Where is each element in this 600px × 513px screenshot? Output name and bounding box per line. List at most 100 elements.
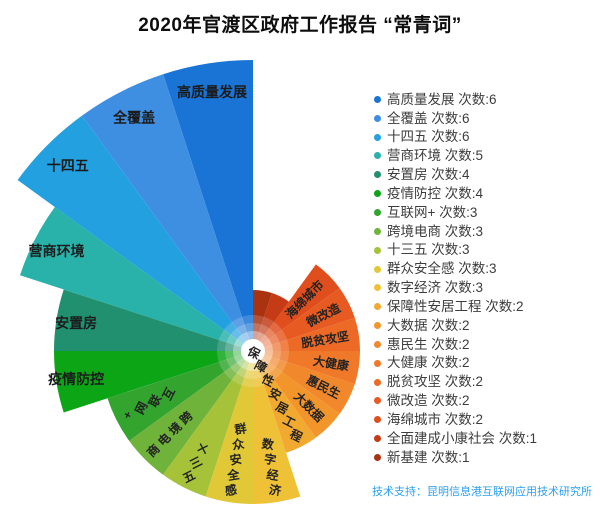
legend-item[interactable]: 大数据 次数:2	[374, 316, 594, 335]
legend-label: 疫情防控 次数:4	[387, 185, 484, 201]
rose-sector[interactable]: 保障性安居工程 次数:2	[253, 351, 316, 453]
legend-label: 海绵城市 次数:2	[387, 412, 484, 428]
legend-label: 高质量发展 次数:6	[387, 91, 497, 107]
rose-sector[interactable]: 营商环境 次数:5	[20, 207, 253, 351]
sector-label: 营商环境	[29, 243, 85, 259]
legend-item[interactable]: 数字经济 次数:3	[374, 278, 594, 297]
footer-credit: 技术支持：昆明信息港互联网应用技术研究所	[372, 486, 592, 498]
legend-item[interactable]: 互联网+ 次数:3	[374, 203, 594, 222]
sector-label-char: 济	[268, 482, 283, 499]
legend-dot-icon	[374, 190, 381, 198]
sector-label-char: 数	[261, 436, 276, 453]
legend: 高质量发展 次数:6 全覆盖 次数:6 十四五 次数:6 营商环境 次数:5 安置房 次…	[374, 90, 594, 467]
legend-dot-icon	[374, 208, 381, 216]
sector-label-char: 性	[258, 370, 276, 389]
legend-label: 大健康 次数:2	[387, 355, 470, 371]
legend-item[interactable]: 疫情防控 次数:4	[374, 184, 594, 203]
sector-label-char: 众	[231, 436, 246, 453]
center-hole	[241, 339, 265, 363]
sector-label: 脱贫攻坚	[300, 328, 350, 350]
legend-label: 大数据 次数:2	[387, 317, 470, 333]
sector-label-char: 安	[229, 451, 243, 468]
rose-sector[interactable]: 疫情防控 次数:4	[53, 351, 254, 413]
chart-title: 2020年官渡区政府工作报告 “常青词”	[138, 15, 462, 36]
rose-sector[interactable]: 高质量发展 次数:6	[163, 59, 253, 352]
rose-sector[interactable]: 全覆盖 次数:6	[82, 74, 253, 351]
sector-label-char: 联	[146, 392, 164, 409]
legend-label: 微改造 次数:2	[387, 393, 470, 409]
rose-sector[interactable]: 新基建 次数:1	[253, 290, 272, 351]
legend-dot-icon	[374, 378, 381, 386]
rose-sector[interactable]: 十三五 次数:3	[163, 351, 253, 497]
legend-label: 互联网+ 次数:3	[387, 204, 478, 220]
rose-sector[interactable]: 数字经济 次数:3	[253, 351, 301, 504]
rose-sector[interactable]: 十四五 次数:6	[17, 115, 253, 351]
sector-label: 疫情防控	[48, 371, 104, 387]
legend-item[interactable]: 海绵城市 次数:2	[374, 410, 594, 429]
sector-label-char: 互	[160, 385, 178, 402]
legend-item[interactable]: 群众安全感 次数:3	[374, 260, 594, 279]
legend-dot-icon	[374, 453, 381, 461]
legend-item[interactable]: 高质量发展 次数:6	[374, 90, 594, 109]
rose-sector[interactable]: 海绵城市 次数:2	[253, 264, 340, 351]
legend-label: 全覆盖 次数:6	[387, 110, 470, 126]
rose-sector[interactable]: 跨境电商 次数:3	[129, 351, 253, 475]
rose-sector[interactable]: 大数据 次数:2	[253, 351, 340, 438]
rose-sector[interactable]: 安置房 次数:4	[53, 289, 254, 352]
sector-label-char: 字	[263, 451, 277, 468]
sector-label: 高质量发展	[177, 84, 247, 100]
legend-item[interactable]: 跨境电商 次数:3	[374, 222, 594, 241]
sector-label-char: 经	[266, 466, 280, 483]
legend-dot-icon	[374, 359, 381, 367]
legend-item[interactable]: 全面建成小康社会 次数:1	[374, 429, 594, 448]
legend-dot-icon	[374, 246, 381, 254]
legend-label: 跨境电商 次数:3	[387, 223, 484, 239]
legend-item[interactable]: 十四五 次数:6	[374, 128, 594, 147]
legend-dot-icon	[374, 435, 381, 443]
legend-item[interactable]: 惠民生 次数:2	[374, 335, 594, 354]
legend-item[interactable]: 十三五 次数:3	[374, 241, 594, 260]
sector-label: 十四五	[47, 158, 89, 174]
legend-label: 全面建成小康社会 次数:1	[387, 430, 538, 446]
legend-item[interactable]: 微改造 次数:2	[374, 392, 594, 411]
legend-item[interactable]: 大健康 次数:2	[374, 354, 594, 373]
legend-dot-icon	[374, 114, 381, 122]
sector-label-char: 网	[132, 400, 150, 417]
legend-dot-icon	[374, 416, 381, 424]
sector-label-char: 居	[273, 399, 290, 417]
sector-label-char: 五	[181, 468, 198, 486]
legend-item[interactable]: 保障性安居工程 次数:2	[374, 297, 594, 316]
legend-label: 数字经济 次数:3	[387, 280, 484, 296]
legend-dot-icon	[374, 284, 381, 292]
legend-dot-icon	[374, 265, 381, 273]
legend-dot-icon	[374, 397, 381, 405]
legend-dot-icon	[374, 322, 381, 330]
legend-label: 惠民生 次数:2	[387, 336, 470, 352]
sector-label: 大健康	[312, 353, 351, 374]
legend-label: 群众安全感 次数:3	[387, 261, 497, 277]
rose-sector[interactable]: 互联网+ 次数:3	[107, 351, 254, 441]
rose-sector[interactable]: 群众安全感 次数:3	[205, 351, 253, 504]
legend-item[interactable]: 全覆盖 次数:6	[374, 109, 594, 128]
legend-dot-icon	[374, 133, 381, 141]
legend-item[interactable]: 新基建 次数:1	[374, 448, 594, 467]
rose-sector[interactable]: 全面建成小康社会 次数:1	[253, 293, 289, 351]
rose-sector[interactable]: 惠民生 次数:2	[253, 351, 355, 414]
legend-dot-icon	[374, 152, 381, 160]
rose-sector[interactable]: 微改造 次数:2	[253, 288, 355, 351]
sector-label: 全覆盖	[112, 110, 155, 126]
legend-label: 新基建 次数:1	[387, 449, 470, 465]
legend-item[interactable]: 脱贫攻坚 次数:2	[374, 373, 594, 392]
legend-item[interactable]: 营商环境 次数:5	[374, 147, 594, 166]
rose-sector[interactable]: 脱贫攻坚 次数:2	[253, 317, 361, 351]
legend-label: 脱贫攻坚 次数:2	[387, 374, 484, 390]
legend-dot-icon	[374, 303, 381, 311]
legend-item[interactable]: 安置房 次数:4	[374, 165, 594, 184]
rose-sector[interactable]: 大健康 次数:2	[253, 351, 361, 385]
legend-dot-icon	[374, 227, 381, 235]
sector-label: 安置房	[55, 315, 97, 331]
legend-label: 保障性安居工程 次数:2	[387, 298, 524, 314]
legend-label: 安置房 次数:4	[387, 167, 470, 183]
